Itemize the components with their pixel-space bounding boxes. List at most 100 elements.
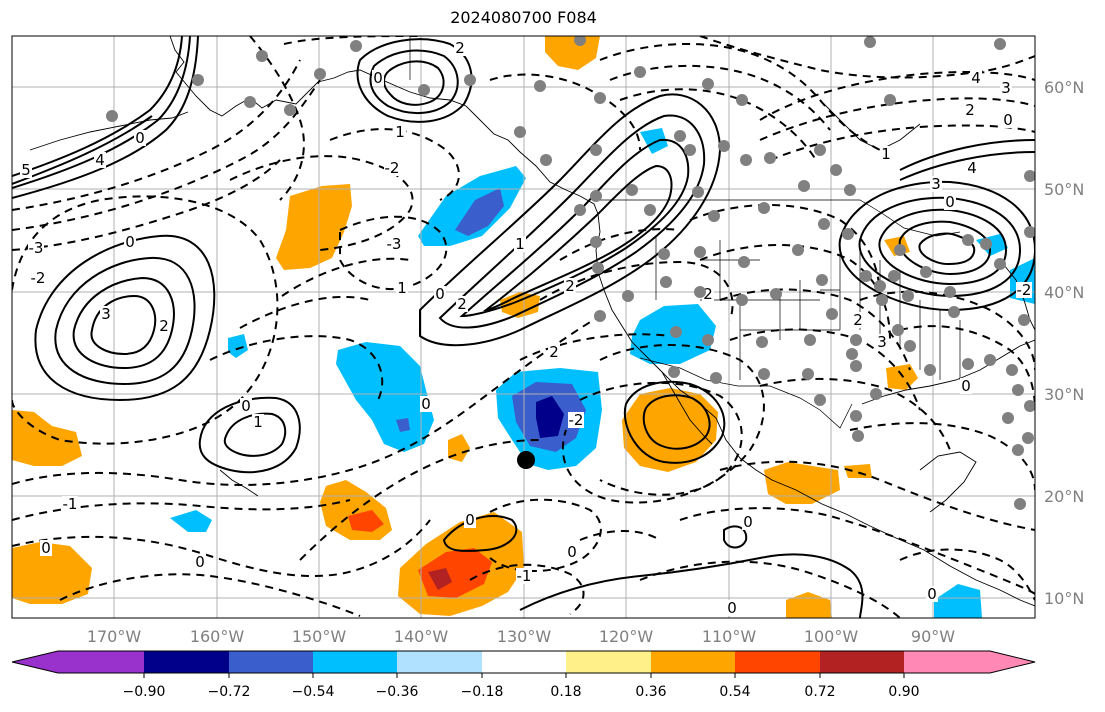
contour-label: 4 <box>95 151 105 169</box>
lat-label: 50°N <box>1044 180 1084 199</box>
contour-line <box>899 325 1035 411</box>
contour-label: 1 <box>881 145 891 163</box>
colorbar-segment <box>482 651 566 673</box>
contour-line <box>519 333 671 361</box>
contour-line <box>339 215 448 291</box>
contour-line <box>723 525 748 549</box>
contour-line <box>483 164 673 312</box>
contour-line <box>699 36 1035 79</box>
colorbar-segment <box>820 651 904 673</box>
contour-line <box>369 49 459 115</box>
contour-label: 0 <box>195 553 205 571</box>
borders <box>409 36 961 429</box>
contour-label: 0 <box>125 233 135 251</box>
contour-line <box>54 256 196 386</box>
orange-anomaly-region <box>764 462 840 504</box>
station-dots <box>106 36 1035 510</box>
contour-label: 0 <box>435 285 445 303</box>
lon-label: 130°W <box>497 627 552 646</box>
contour-line <box>198 396 301 474</box>
orange-anomaly-region <box>844 464 872 478</box>
contour-line <box>689 204 881 301</box>
colorbar-tick-label: −0.36 <box>376 684 419 700</box>
colorbar-segment <box>735 651 820 673</box>
contour-label: 2 <box>565 277 575 295</box>
contour-line <box>639 560 901 618</box>
colorbar-tick-label: −0.90 <box>123 684 166 700</box>
contour-label: -2 <box>1017 281 1032 299</box>
longitude-labels: 170°W 160°W 150°W 140°W 130°W 120°W 110°… <box>87 627 955 646</box>
contour-line <box>642 394 711 450</box>
contour-label: 4 <box>967 159 977 177</box>
contour-label: 0 <box>373 69 383 87</box>
contour-label: 5 <box>21 161 31 179</box>
contour-label: 3 <box>1001 79 1011 97</box>
contour-label: 2 <box>703 285 713 303</box>
colorbar-tick-label: −0.72 <box>208 684 251 700</box>
contour-line <box>12 519 431 577</box>
contour-label: 0 <box>241 397 251 415</box>
contour-label: 0 <box>927 585 937 603</box>
contour-label: 1 <box>515 235 525 253</box>
colorbar-segment <box>313 651 397 673</box>
us-mexico-border <box>639 357 853 429</box>
lon-label: 150°W <box>292 627 347 646</box>
contour-label: 0 <box>135 129 145 147</box>
latitude-labels: 60°N 50°N 40°N 30°N 20°N 10°N <box>1044 78 1084 608</box>
colorbar-tick-label: 0.36 <box>635 684 666 700</box>
contour-line <box>623 380 726 464</box>
contour-line <box>759 71 1035 121</box>
colorbar-outline <box>11 650 1036 674</box>
contour-label: 0 <box>465 511 475 529</box>
contour-label: -2 <box>385 159 400 177</box>
coastline-west-coast <box>595 213 1035 607</box>
contour-line <box>878 208 1008 286</box>
orange-anomaly-region <box>545 36 600 70</box>
contour-line <box>59 573 361 617</box>
colorbar-segment <box>144 651 229 673</box>
coastline-alaska <box>169 36 599 215</box>
contour-line <box>329 128 460 201</box>
contour-line <box>209 335 384 405</box>
contour-line <box>12 315 601 486</box>
colorbar-tick-label: 0.72 <box>804 684 835 700</box>
contour-label: 1 <box>253 413 263 431</box>
contour-line <box>239 296 371 329</box>
contour-label: 0 <box>961 377 971 395</box>
blue-anomaly-region <box>536 396 564 438</box>
lon-label: 110°W <box>702 627 757 646</box>
contour-line <box>899 548 1035 601</box>
lat-label: 20°N <box>1044 487 1084 506</box>
us-canada-border <box>598 199 961 237</box>
contour-label: 2 <box>965 101 975 119</box>
contour-line <box>34 234 216 402</box>
contour-line <box>249 36 305 201</box>
contour-label: 0 <box>567 543 577 561</box>
coastline-yucatan <box>919 451 977 513</box>
contour-line <box>299 439 541 561</box>
contour-line <box>539 260 734 321</box>
colorbar-extend-high <box>990 651 1035 673</box>
contour-line <box>719 288 911 371</box>
contour-line <box>599 43 881 151</box>
coastline-aleutians <box>29 111 189 151</box>
colorbar-tick-label: −0.54 <box>292 684 335 700</box>
map-area: 0 4 5 0 -3 -2 3 2 0 1 -2 -3 0 1 2 1 0 2 … <box>12 36 1035 618</box>
colorbar-segment <box>397 651 482 673</box>
contour-line <box>12 159 281 251</box>
colorbar-segment <box>58 651 144 673</box>
colorbar-segment <box>229 651 313 673</box>
contour-label: 0 <box>421 395 431 413</box>
coastline-gulf <box>861 339 1035 405</box>
contour-line <box>849 422 1035 491</box>
lon-label: 100°W <box>804 627 859 646</box>
contour-line <box>12 59 301 211</box>
colorbar-segment <box>904 651 990 673</box>
contour-label: 0 <box>41 539 51 557</box>
contour-line <box>438 114 706 329</box>
contour-label: 1 <box>397 279 407 297</box>
lon-label: 140°W <box>394 627 449 646</box>
contour-label: -1 <box>517 567 532 585</box>
coastline-east <box>999 259 1035 331</box>
contour-line <box>858 196 1022 298</box>
